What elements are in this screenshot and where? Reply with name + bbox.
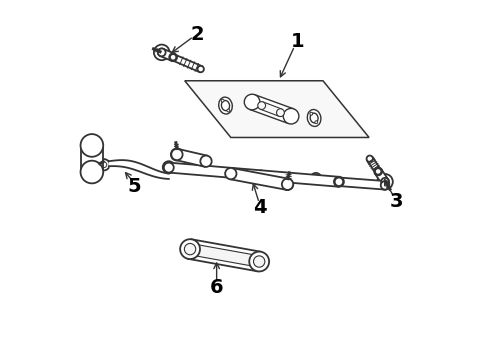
Ellipse shape <box>310 112 313 115</box>
Ellipse shape <box>169 53 177 61</box>
Ellipse shape <box>225 168 237 179</box>
Ellipse shape <box>283 108 299 124</box>
Ellipse shape <box>367 156 373 162</box>
Ellipse shape <box>80 134 103 157</box>
Ellipse shape <box>164 163 174 172</box>
Ellipse shape <box>381 178 389 186</box>
Ellipse shape <box>157 48 166 57</box>
Ellipse shape <box>258 102 266 109</box>
Ellipse shape <box>334 177 344 187</box>
Ellipse shape <box>381 181 389 190</box>
Polygon shape <box>169 163 340 187</box>
Ellipse shape <box>335 177 343 186</box>
Polygon shape <box>176 149 207 167</box>
Polygon shape <box>188 239 261 271</box>
Polygon shape <box>160 49 174 61</box>
Ellipse shape <box>285 112 292 118</box>
Ellipse shape <box>310 113 318 123</box>
Ellipse shape <box>282 179 293 190</box>
Ellipse shape <box>314 176 318 181</box>
Ellipse shape <box>88 161 96 170</box>
Ellipse shape <box>282 179 293 190</box>
Polygon shape <box>367 157 381 173</box>
Polygon shape <box>339 177 385 190</box>
Ellipse shape <box>80 161 103 183</box>
Ellipse shape <box>227 109 230 112</box>
Ellipse shape <box>200 156 212 167</box>
Ellipse shape <box>253 256 265 267</box>
Text: 4: 4 <box>253 198 267 217</box>
Ellipse shape <box>166 165 172 170</box>
Polygon shape <box>375 169 388 184</box>
Ellipse shape <box>98 159 110 170</box>
Text: 2: 2 <box>190 25 204 44</box>
Ellipse shape <box>375 168 381 175</box>
Ellipse shape <box>219 97 232 114</box>
Ellipse shape <box>255 175 263 183</box>
Text: 5: 5 <box>127 177 141 196</box>
Ellipse shape <box>193 245 203 257</box>
Polygon shape <box>230 168 289 190</box>
Ellipse shape <box>170 54 176 60</box>
Ellipse shape <box>180 239 200 259</box>
Ellipse shape <box>172 149 183 160</box>
Ellipse shape <box>381 177 389 186</box>
Ellipse shape <box>221 99 224 102</box>
Ellipse shape <box>251 100 258 106</box>
Polygon shape <box>185 81 369 138</box>
Polygon shape <box>189 243 260 267</box>
Ellipse shape <box>101 162 107 168</box>
Ellipse shape <box>245 94 260 110</box>
Ellipse shape <box>171 148 183 161</box>
Ellipse shape <box>285 181 291 187</box>
Ellipse shape <box>158 49 166 56</box>
Ellipse shape <box>307 109 321 126</box>
Ellipse shape <box>315 121 318 123</box>
Ellipse shape <box>247 255 256 265</box>
Ellipse shape <box>184 243 196 255</box>
Polygon shape <box>249 95 294 123</box>
Ellipse shape <box>174 152 180 157</box>
Ellipse shape <box>257 170 265 178</box>
Text: 1: 1 <box>291 32 304 51</box>
Polygon shape <box>80 145 103 172</box>
Polygon shape <box>260 102 282 116</box>
Ellipse shape <box>311 173 321 184</box>
Text: 3: 3 <box>390 192 403 211</box>
Ellipse shape <box>163 161 175 173</box>
Polygon shape <box>172 54 202 72</box>
Ellipse shape <box>221 100 230 111</box>
Ellipse shape <box>154 45 170 60</box>
Ellipse shape <box>249 252 269 271</box>
Ellipse shape <box>377 174 393 190</box>
Ellipse shape <box>276 109 284 117</box>
Text: 6: 6 <box>210 278 223 297</box>
Ellipse shape <box>88 147 96 156</box>
Ellipse shape <box>197 66 204 72</box>
Ellipse shape <box>374 167 382 175</box>
